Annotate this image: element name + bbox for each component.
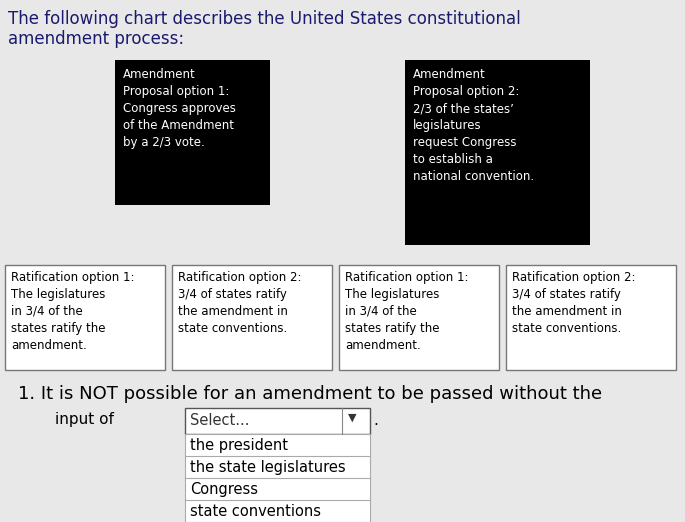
Bar [5, 265, 165, 370]
Text: ▼: ▼ [348, 413, 356, 423]
Text: 1. It is NOT possible for an amendment to be passed without the: 1. It is NOT possible for an amendment t… [18, 385, 602, 403]
Text: Amendment
Proposal option 1:
Congress approves
of the Amendment
by a 2/3 vote.: Amendment Proposal option 1: Congress ap… [123, 68, 236, 149]
Bar [405, 60, 590, 245]
Text: input of: input of [55, 412, 114, 427]
Text: The following chart describes the United States constitutional: The following chart describes the United… [8, 10, 521, 28]
Text: .: . [373, 413, 378, 428]
Text: Ratification option 1:
The legislatures
in 3/4 of the
states ratify the
amendmen: Ratification option 1: The legislatures … [345, 271, 469, 352]
Bar [185, 408, 370, 434]
Text: Ratification option 1:
The legislatures
in 3/4 of the
states ratify the
amendmen: Ratification option 1: The legislatures … [11, 271, 134, 352]
Bar [185, 434, 370, 522]
Text: state conventions: state conventions [190, 504, 321, 519]
Text: the state legislatures: the state legislatures [190, 460, 346, 475]
Bar [506, 265, 676, 370]
Text: Congress: Congress [190, 482, 258, 497]
Bar [172, 265, 332, 370]
Text: Ratification option 2:
3/4 of states ratify
the amendment in
state conventions.: Ratification option 2: 3/4 of states rat… [178, 271, 301, 335]
Text: the president: the president [190, 438, 288, 453]
Bar [115, 60, 270, 205]
Bar [339, 265, 499, 370]
Text: Select...: Select... [190, 413, 249, 428]
Text: amendment process:: amendment process: [8, 30, 184, 48]
Text: Ratification option 2:
3/4 of states ratify
the amendment in
state conventions.: Ratification option 2: 3/4 of states rat… [512, 271, 636, 335]
Text: Amendment
Proposal option 2:
2/3 of the states’
legislatures
request Congress
to: Amendment Proposal option 2: 2/3 of the … [413, 68, 534, 183]
